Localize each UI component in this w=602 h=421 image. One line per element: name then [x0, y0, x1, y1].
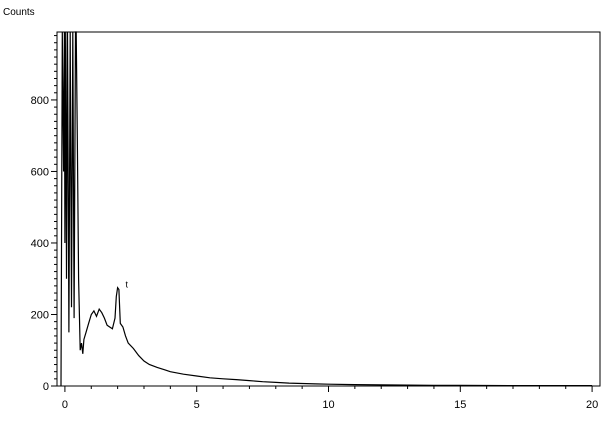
y-axis-title: Counts [3, 7, 35, 18]
x-tick-label: 0 [62, 399, 68, 411]
plot-frame [56, 31, 601, 387]
x-tick-label: 10 [322, 399, 334, 411]
plot-area [60, 31, 593, 387]
y-tick-label: 800 [31, 95, 49, 107]
annotations: t [126, 280, 129, 290]
y-tick-label: 0 [43, 381, 49, 393]
series-line-1 [60, 31, 593, 387]
peak-annotation: t [126, 280, 129, 290]
y-axis: 0 200 400 600 800 [31, 35, 57, 393]
y-tick-label: 600 [31, 166, 49, 178]
y-tick-label: 400 [31, 238, 49, 250]
y-tick-label: 200 [31, 309, 49, 321]
x-tick-label: 15 [454, 399, 466, 411]
x-axis: 0 5 10 15 20 [62, 386, 598, 411]
x-tick-label: 20 [586, 399, 598, 411]
x-tick-label: 5 [194, 399, 200, 411]
